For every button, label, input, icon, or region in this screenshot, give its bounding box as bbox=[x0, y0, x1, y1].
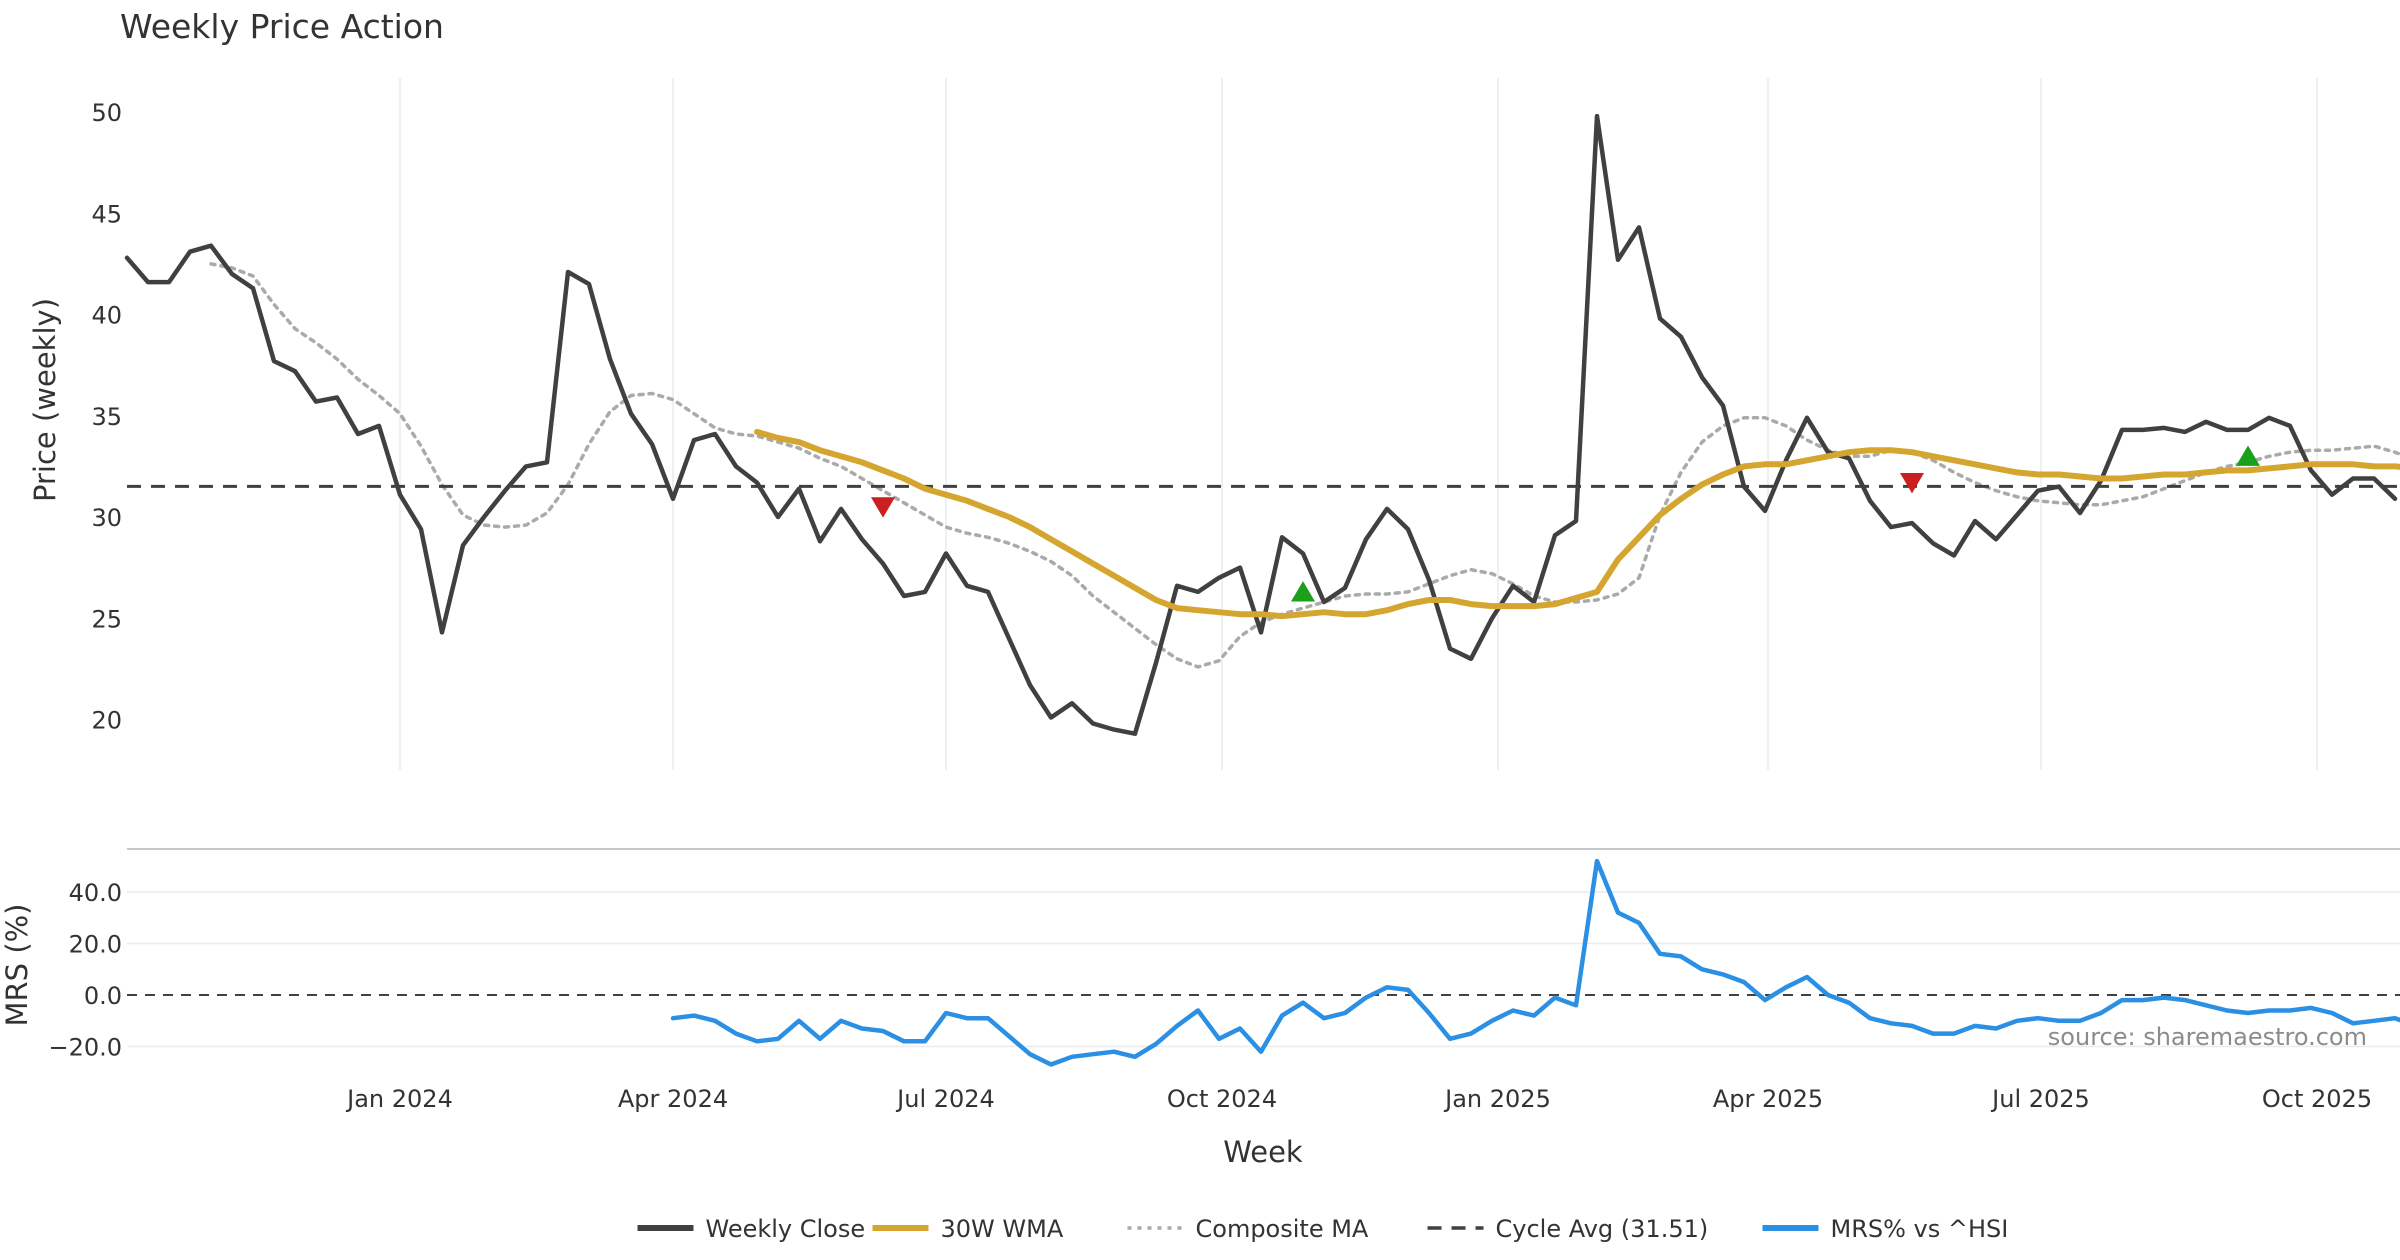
signal-markers bbox=[871, 445, 2260, 602]
mrs-y-ticks: −20.0 0.0 20.0 40.0 bbox=[48, 879, 122, 1062]
legend-label: Weekly Close bbox=[706, 1215, 866, 1243]
legend-item: 30W WMA bbox=[872, 1215, 1064, 1243]
x-tick-label: Jul 2024 bbox=[895, 1085, 995, 1113]
source-annotation: source: sharemaestro.com bbox=[2048, 1023, 2367, 1051]
sell-signal-marker bbox=[1900, 472, 1924, 494]
legend-label: 30W WMA bbox=[941, 1215, 1064, 1243]
legend-item: Composite MA bbox=[1127, 1215, 1369, 1243]
price-grid bbox=[399, 78, 2318, 770]
x-tick-label: Oct 2025 bbox=[2262, 1085, 2372, 1113]
legend-item: Weekly Close bbox=[637, 1215, 866, 1243]
price-y-tick-label: 45 bbox=[91, 200, 122, 228]
buy-signal-marker bbox=[2236, 445, 2260, 466]
legend-label: Composite MA bbox=[1196, 1215, 1369, 1243]
mrs-y-tick-label: 20.0 bbox=[69, 931, 122, 959]
weekly-close-line bbox=[124, 113, 2398, 736]
mrs-y-tick-label: 40.0 bbox=[69, 879, 122, 907]
price-y-tick-label: 35 bbox=[91, 403, 122, 431]
x-tick-label: Jan 2024 bbox=[345, 1085, 453, 1113]
mrs-line bbox=[670, 858, 2400, 1067]
mrs-y-axis-label: MRS (%) bbox=[0, 904, 34, 1027]
x-tick-label: Jul 2025 bbox=[1990, 1085, 2090, 1113]
legend-label: MRS% vs ^HSI bbox=[1831, 1215, 2009, 1243]
price-y-tick-label: 40 bbox=[91, 302, 122, 330]
price-y-tick-label: 30 bbox=[91, 504, 122, 532]
price-y-tick-label: 25 bbox=[91, 605, 122, 633]
x-tick-label: Apr 2025 bbox=[1713, 1085, 1823, 1113]
x-tick-label: Oct 2024 bbox=[1167, 1085, 1277, 1113]
legend: Weekly Close 30W WMA Composite MA Cycle Avg… bbox=[637, 1215, 2009, 1243]
legend-label: Cycle Avg (31.51) bbox=[1496, 1215, 1709, 1243]
legend-item: MRS% vs ^HSI bbox=[1762, 1215, 2009, 1243]
x-tick-label: Apr 2024 bbox=[618, 1085, 728, 1113]
legend-item: Cycle Avg (31.51) bbox=[1427, 1215, 1709, 1243]
wma-30w-line bbox=[754, 428, 2400, 620]
x-tick-label: Jan 2025 bbox=[1443, 1085, 1551, 1113]
mrs-y-tick-label: 0.0 bbox=[84, 982, 122, 1010]
x-ticks: Jan 2024 Apr 2024 Jul 2024 Oct 2024 Jan 2025… bbox=[345, 1085, 2372, 1113]
sell-signal-marker bbox=[871, 497, 895, 518]
price-y-ticks: 20 25 30 35 40 45 50 bbox=[91, 99, 122, 735]
x-axis-label: Week bbox=[1223, 1135, 1303, 1169]
mrs-y-tick-label: −20.0 bbox=[48, 1034, 122, 1062]
price-y-tick-label: 20 bbox=[91, 707, 122, 735]
mrs-series-group bbox=[670, 858, 2400, 1067]
price-y-tick-label: 50 bbox=[91, 99, 122, 127]
price-y-axis-label: Price (weekly) bbox=[28, 298, 62, 502]
buy-signal-marker bbox=[1291, 581, 1315, 602]
price-series-group bbox=[124, 113, 2400, 736]
chart-title: Weekly Price Action bbox=[120, 7, 444, 46]
